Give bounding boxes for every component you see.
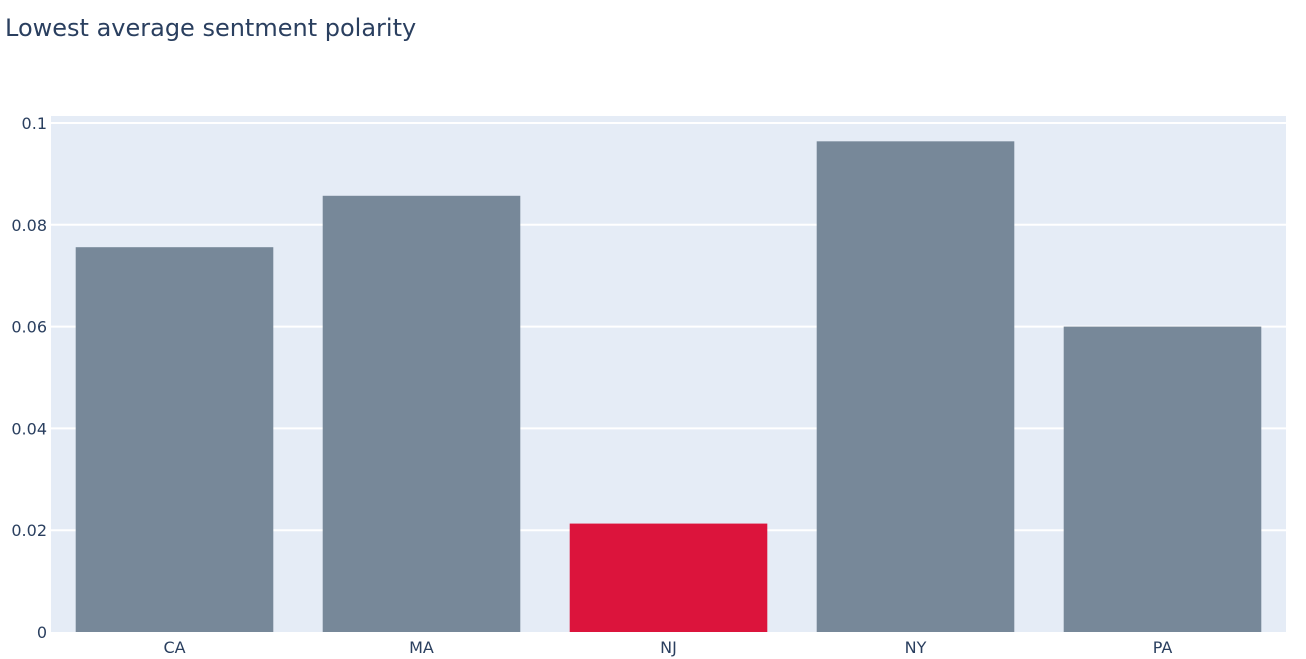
bar-ny[interactable]: [816, 141, 1015, 632]
y-tick-label: 0.1: [22, 114, 47, 133]
y-tick-label: 0.02: [11, 521, 47, 540]
x-tick-label: MA: [409, 638, 434, 657]
y-axis-ticks: 0 0.02 0.04 0.06 0.08 0.1: [11, 114, 47, 642]
bar-ma[interactable]: [322, 195, 521, 633]
y-tick-label: 0.08: [11, 216, 47, 235]
bars: [75, 141, 1262, 633]
x-tick-label: PA: [1153, 638, 1173, 657]
chart-title: Lowest average sentment polarity: [5, 14, 417, 42]
y-tick-label: 0.04: [11, 419, 47, 438]
x-axis-ticks: CA MA NJ NY PA: [163, 638, 1172, 657]
x-tick-label: CA: [163, 638, 185, 657]
y-tick-label: 0: [37, 623, 47, 642]
y-tick-label: 0.06: [11, 318, 47, 337]
x-tick-label: NJ: [660, 638, 677, 657]
bar-ca[interactable]: [75, 247, 274, 633]
bar-pa[interactable]: [1063, 326, 1262, 632]
bar-nj[interactable]: [569, 523, 768, 632]
x-tick-label: NY: [905, 638, 927, 657]
